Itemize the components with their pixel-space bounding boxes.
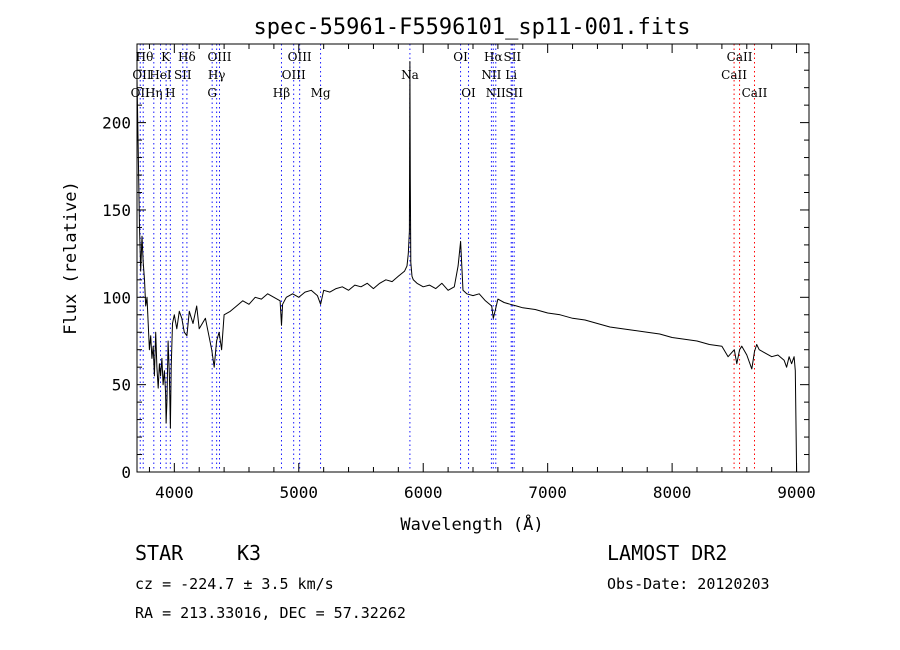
line-label-25: NII (486, 86, 506, 100)
line-label-7: SII (503, 50, 521, 64)
spectrum-series (136, 61, 798, 473)
line-label-26: SII (505, 86, 523, 100)
x-axis-label: Wavelength (Å) (400, 513, 543, 535)
line-label-6: Hα (484, 50, 503, 64)
y-tick-label: 50 (112, 376, 131, 395)
y-tick-label: 150 (102, 201, 131, 220)
line-label-16: Li (505, 68, 517, 82)
observation-date: Obs-Date: 20120203 (607, 575, 770, 593)
line-label-10: HeI (149, 68, 172, 82)
line-label-5: OI (453, 50, 468, 64)
redshift-velocity: cz = -224.7 ± 3.5 km/s (135, 575, 334, 593)
x-tick-label: 5000 (280, 483, 319, 502)
x-tick-label: 4000 (155, 483, 194, 502)
object-subclass: K3 (237, 541, 261, 565)
line-label-1: K (161, 50, 171, 64)
line-label-27: CaII (742, 86, 768, 100)
line-label-12: Hγ (208, 68, 226, 82)
chart-title: spec-55961-F5596101_sp11-001.fits (253, 15, 690, 40)
plot-frame (136, 43, 810, 473)
sky-coordinates: RA = 213.33016, DEC = 57.32262 (135, 604, 406, 622)
line-label-8: CaII (727, 50, 753, 64)
axis-ticks: 4000 5000 6000 7000 8000 9000 0 50 100 150 200 (102, 44, 816, 502)
object-class: STAR (135, 541, 184, 565)
line-label-15: NII (481, 68, 501, 82)
spectrum-line (136, 61, 798, 473)
y-tick-label: 200 (102, 114, 131, 133)
x-tick-label: 9000 (777, 483, 816, 502)
y-axis-label: Flux (relative) (61, 181, 81, 335)
line-label-20: H (165, 86, 175, 100)
spectrum-info: STAR K3 LAMOST DR2 cz = -224.7 ± 3.5 km/… (135, 541, 770, 622)
y-tick-label: 0 (121, 463, 131, 482)
line-label-11: SII (174, 68, 192, 82)
line-label-18: OII (131, 86, 151, 100)
line-label-24: OI (461, 86, 476, 100)
line-label-4: OIII (288, 50, 312, 64)
line-label-23: Mg (311, 86, 331, 100)
line-label-3: OIII (207, 50, 231, 64)
x-tick-label: 8000 (653, 483, 692, 502)
line-label-0: Hθ (136, 50, 154, 64)
survey-name: LAMOST DR2 (607, 541, 727, 565)
line-label-13: OIII (282, 68, 306, 82)
line-label-19: Hη (145, 86, 163, 100)
line-label-2: Hδ (178, 50, 196, 64)
line-label-21: G (207, 86, 217, 100)
x-tick-label: 6000 (404, 483, 443, 502)
line-label-17: CaII (721, 68, 747, 82)
line-label-22: Hβ (273, 86, 290, 100)
x-tick-label: 7000 (528, 483, 567, 502)
y-tick-label: 100 (102, 288, 131, 307)
